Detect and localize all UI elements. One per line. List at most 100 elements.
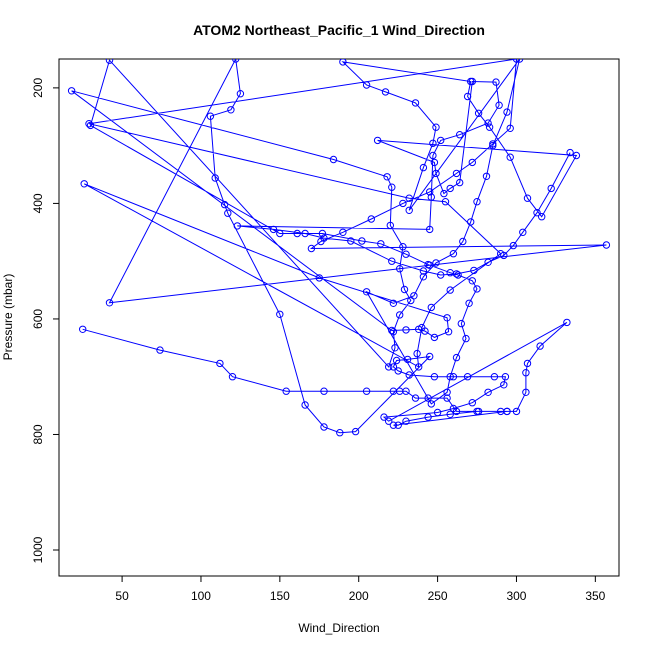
data-point <box>405 194 413 202</box>
data-point <box>79 325 87 333</box>
data-point <box>424 394 432 402</box>
data-point <box>385 417 393 425</box>
data-point <box>501 373 510 381</box>
data-point <box>452 169 461 178</box>
data-point <box>522 388 530 396</box>
data-point <box>419 267 428 275</box>
data-point <box>105 299 114 307</box>
data-point <box>433 408 442 417</box>
data-point <box>463 92 472 101</box>
data-point <box>339 228 347 237</box>
data-point <box>301 401 309 409</box>
data-point <box>347 237 355 245</box>
data-point <box>396 265 404 273</box>
data-point <box>427 303 435 312</box>
y-axis-label: Pressure (mbar) <box>1 274 15 361</box>
data-point <box>432 169 440 178</box>
data-point <box>380 413 388 421</box>
x-tick-label: 250 <box>428 589 448 603</box>
data-point <box>474 109 483 118</box>
data-point <box>276 310 284 318</box>
data-point <box>415 325 423 333</box>
data-point <box>509 241 517 250</box>
data-point <box>440 189 448 198</box>
y-tick-label: 200 <box>31 78 45 98</box>
data-point <box>383 173 391 181</box>
data-point <box>426 188 434 196</box>
data-point <box>269 225 278 234</box>
data-point <box>432 259 440 267</box>
data-point <box>320 423 328 431</box>
data-point <box>522 369 530 377</box>
data-point <box>506 124 514 133</box>
data-point <box>536 342 544 350</box>
series-line <box>71 59 607 434</box>
data-point <box>293 229 301 238</box>
chart-title: ATOM2 Northeast_Pacific_1 Wind_Direction <box>193 22 485 38</box>
data-point <box>506 153 514 161</box>
y-tick-label: 600 <box>31 309 45 329</box>
y-axis: 200 400 600 800 1000 <box>31 78 59 563</box>
data-point <box>318 229 327 238</box>
x-tick-label: 350 <box>585 589 605 603</box>
data-point <box>301 229 309 238</box>
data-point <box>449 373 458 381</box>
data-point <box>367 215 375 223</box>
data-point <box>276 229 284 238</box>
data-point <box>443 388 451 396</box>
data-point <box>211 174 219 182</box>
x-axis-label: Wind_Direction <box>298 621 379 635</box>
data-point <box>473 198 481 206</box>
data-point <box>456 178 464 187</box>
data-point <box>523 359 532 368</box>
data-point <box>320 234 328 242</box>
data-point <box>500 381 508 389</box>
data-point <box>430 373 439 381</box>
data-point <box>446 286 454 294</box>
data-point <box>426 352 434 361</box>
data-point <box>495 101 503 109</box>
x-tick-label: 50 <box>115 589 129 603</box>
data-point <box>413 349 421 358</box>
data-point <box>419 273 428 281</box>
data-point <box>405 206 413 215</box>
data-point <box>410 292 418 300</box>
data-point <box>399 199 407 208</box>
x-axis: 50 100 150 200 250 300 350 <box>115 576 606 603</box>
data-point <box>468 277 476 285</box>
data-point <box>233 222 242 230</box>
data-point <box>80 180 88 188</box>
data-point <box>468 399 476 407</box>
plot-area <box>67 59 611 437</box>
data-point <box>572 151 581 160</box>
data-point <box>484 119 492 127</box>
data-point <box>373 136 382 145</box>
data-point <box>228 373 237 381</box>
data-point <box>389 328 398 336</box>
data-point <box>388 257 396 265</box>
data-point <box>484 258 492 266</box>
data-point <box>236 90 245 98</box>
data-point <box>470 266 478 275</box>
data-point <box>315 274 323 282</box>
data-point <box>85 120 93 128</box>
data-point <box>307 244 316 253</box>
data-point <box>358 237 366 245</box>
data-point <box>444 328 453 336</box>
data-point <box>489 141 497 150</box>
x-tick-label: 100 <box>191 589 211 603</box>
data-point <box>463 373 472 381</box>
data-point <box>402 387 410 395</box>
data-point <box>402 417 410 425</box>
data-point <box>452 270 461 278</box>
data-point <box>446 410 454 418</box>
data-point <box>457 319 465 328</box>
data-point <box>443 314 451 322</box>
data-point <box>456 131 464 139</box>
data-point <box>429 151 437 160</box>
data-point <box>467 218 475 226</box>
data-point <box>427 193 435 201</box>
data-point <box>490 373 499 381</box>
data-point <box>282 387 290 395</box>
